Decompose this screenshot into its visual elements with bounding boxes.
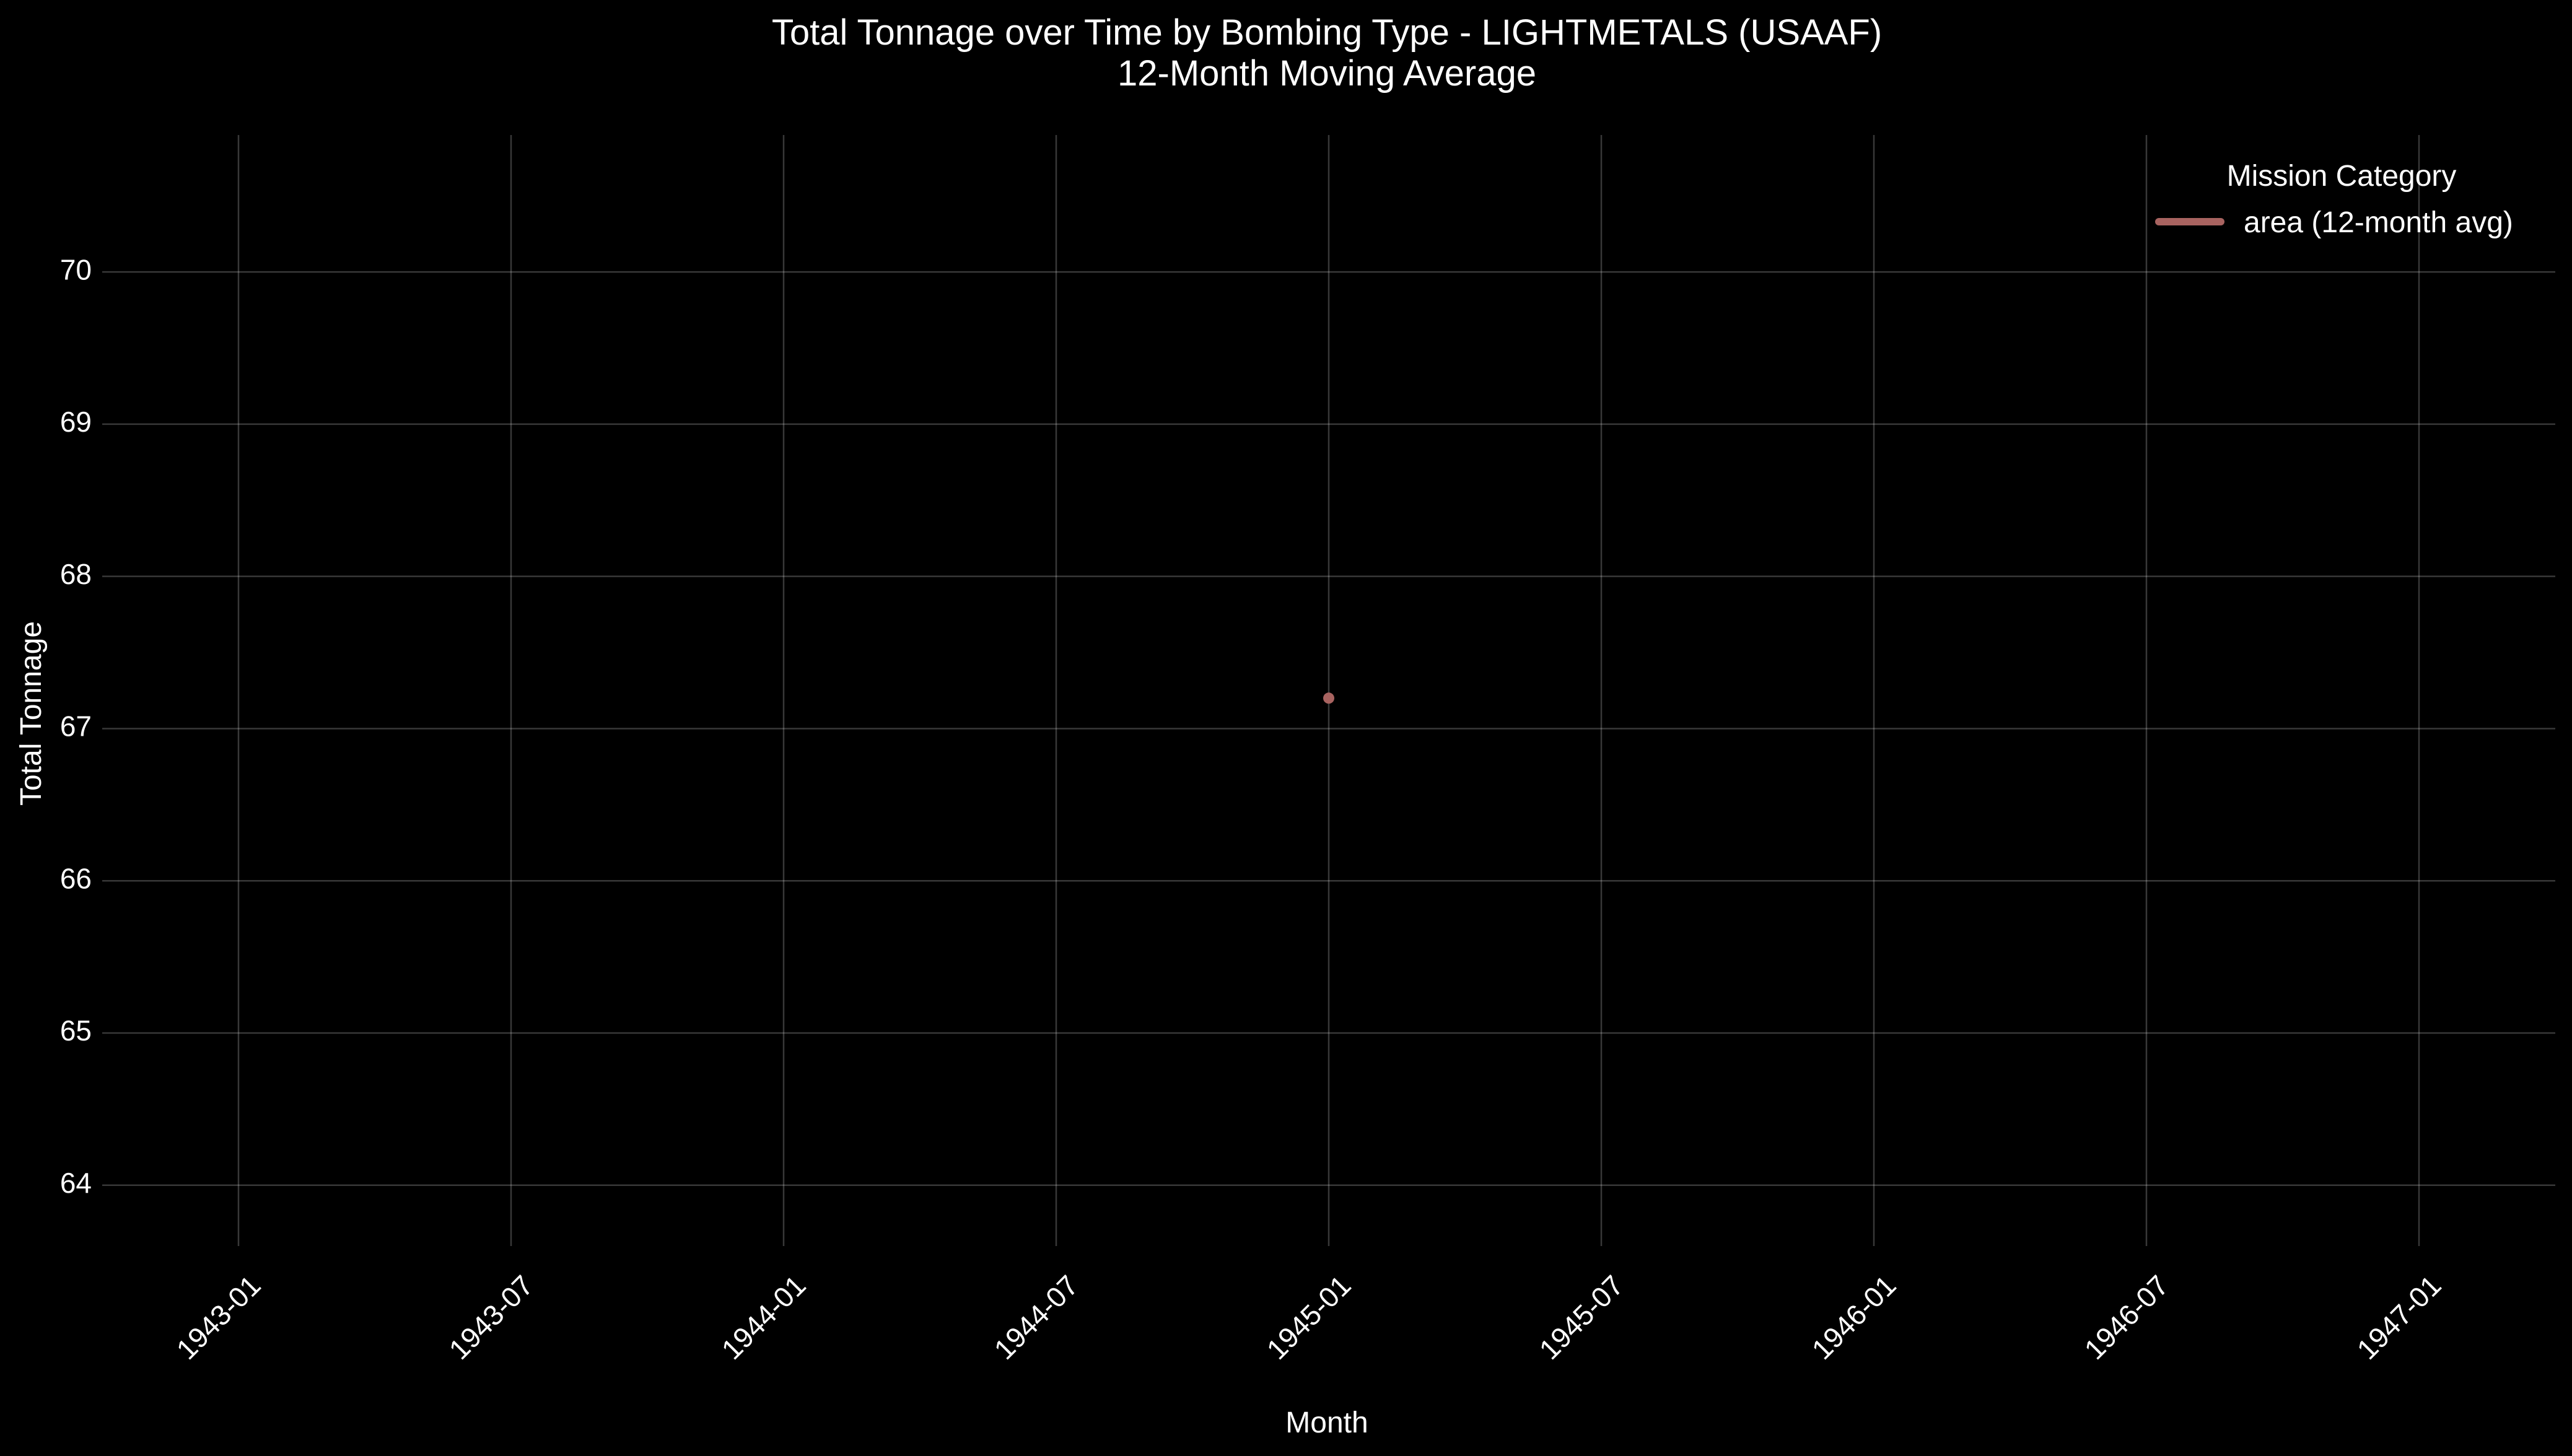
y-axis-label: Total Tonnage bbox=[15, 621, 48, 806]
y-tick-label: 70 bbox=[60, 253, 92, 286]
y-tick-label: 66 bbox=[60, 862, 92, 894]
legend: Mission Category area (12-month avg) bbox=[2155, 160, 2513, 239]
x-tick-label: 1943-07 bbox=[443, 1269, 540, 1366]
series-layer bbox=[1323, 692, 1334, 704]
y-tick-label: 69 bbox=[60, 406, 92, 438]
x-tick-label: 1945-01 bbox=[1261, 1269, 1357, 1366]
y-tick-labels: 64 65 66 67 68 69 70 bbox=[60, 253, 92, 1199]
x-tick-label: 1944-01 bbox=[715, 1269, 812, 1366]
y-gridlines bbox=[102, 271, 2555, 1186]
x-tick-label: 1946-01 bbox=[1806, 1269, 1902, 1366]
y-tick-label: 67 bbox=[60, 710, 92, 743]
x-tick-labels: 1943-01 1943-07 1944-01 1944-07 1945-01 1945-… bbox=[170, 1269, 2447, 1366]
legend-title: Mission Category bbox=[2227, 160, 2457, 193]
x-axis-label: Month bbox=[1285, 1406, 1368, 1439]
legend-label-area: area (12-month avg) bbox=[2244, 206, 2513, 239]
y-tick-label: 65 bbox=[60, 1014, 92, 1047]
chart-subtitle: 12-Month Moving Average bbox=[1118, 53, 1536, 94]
x-tick-label: 1944-07 bbox=[988, 1269, 1085, 1366]
y-tick-label: 68 bbox=[60, 558, 92, 590]
x-gridlines bbox=[237, 135, 2420, 1246]
x-tick-label: 1943-01 bbox=[170, 1269, 267, 1366]
x-tick-label: 1947-01 bbox=[2351, 1269, 2447, 1366]
y-tick-label: 64 bbox=[60, 1167, 92, 1199]
x-tick-label: 1945-07 bbox=[1533, 1269, 1630, 1366]
x-tick-label: 1946-07 bbox=[2078, 1269, 2175, 1366]
chart-title: Total Tonnage over Time by Bombing Type … bbox=[772, 12, 1882, 53]
data-point bbox=[1323, 692, 1334, 704]
